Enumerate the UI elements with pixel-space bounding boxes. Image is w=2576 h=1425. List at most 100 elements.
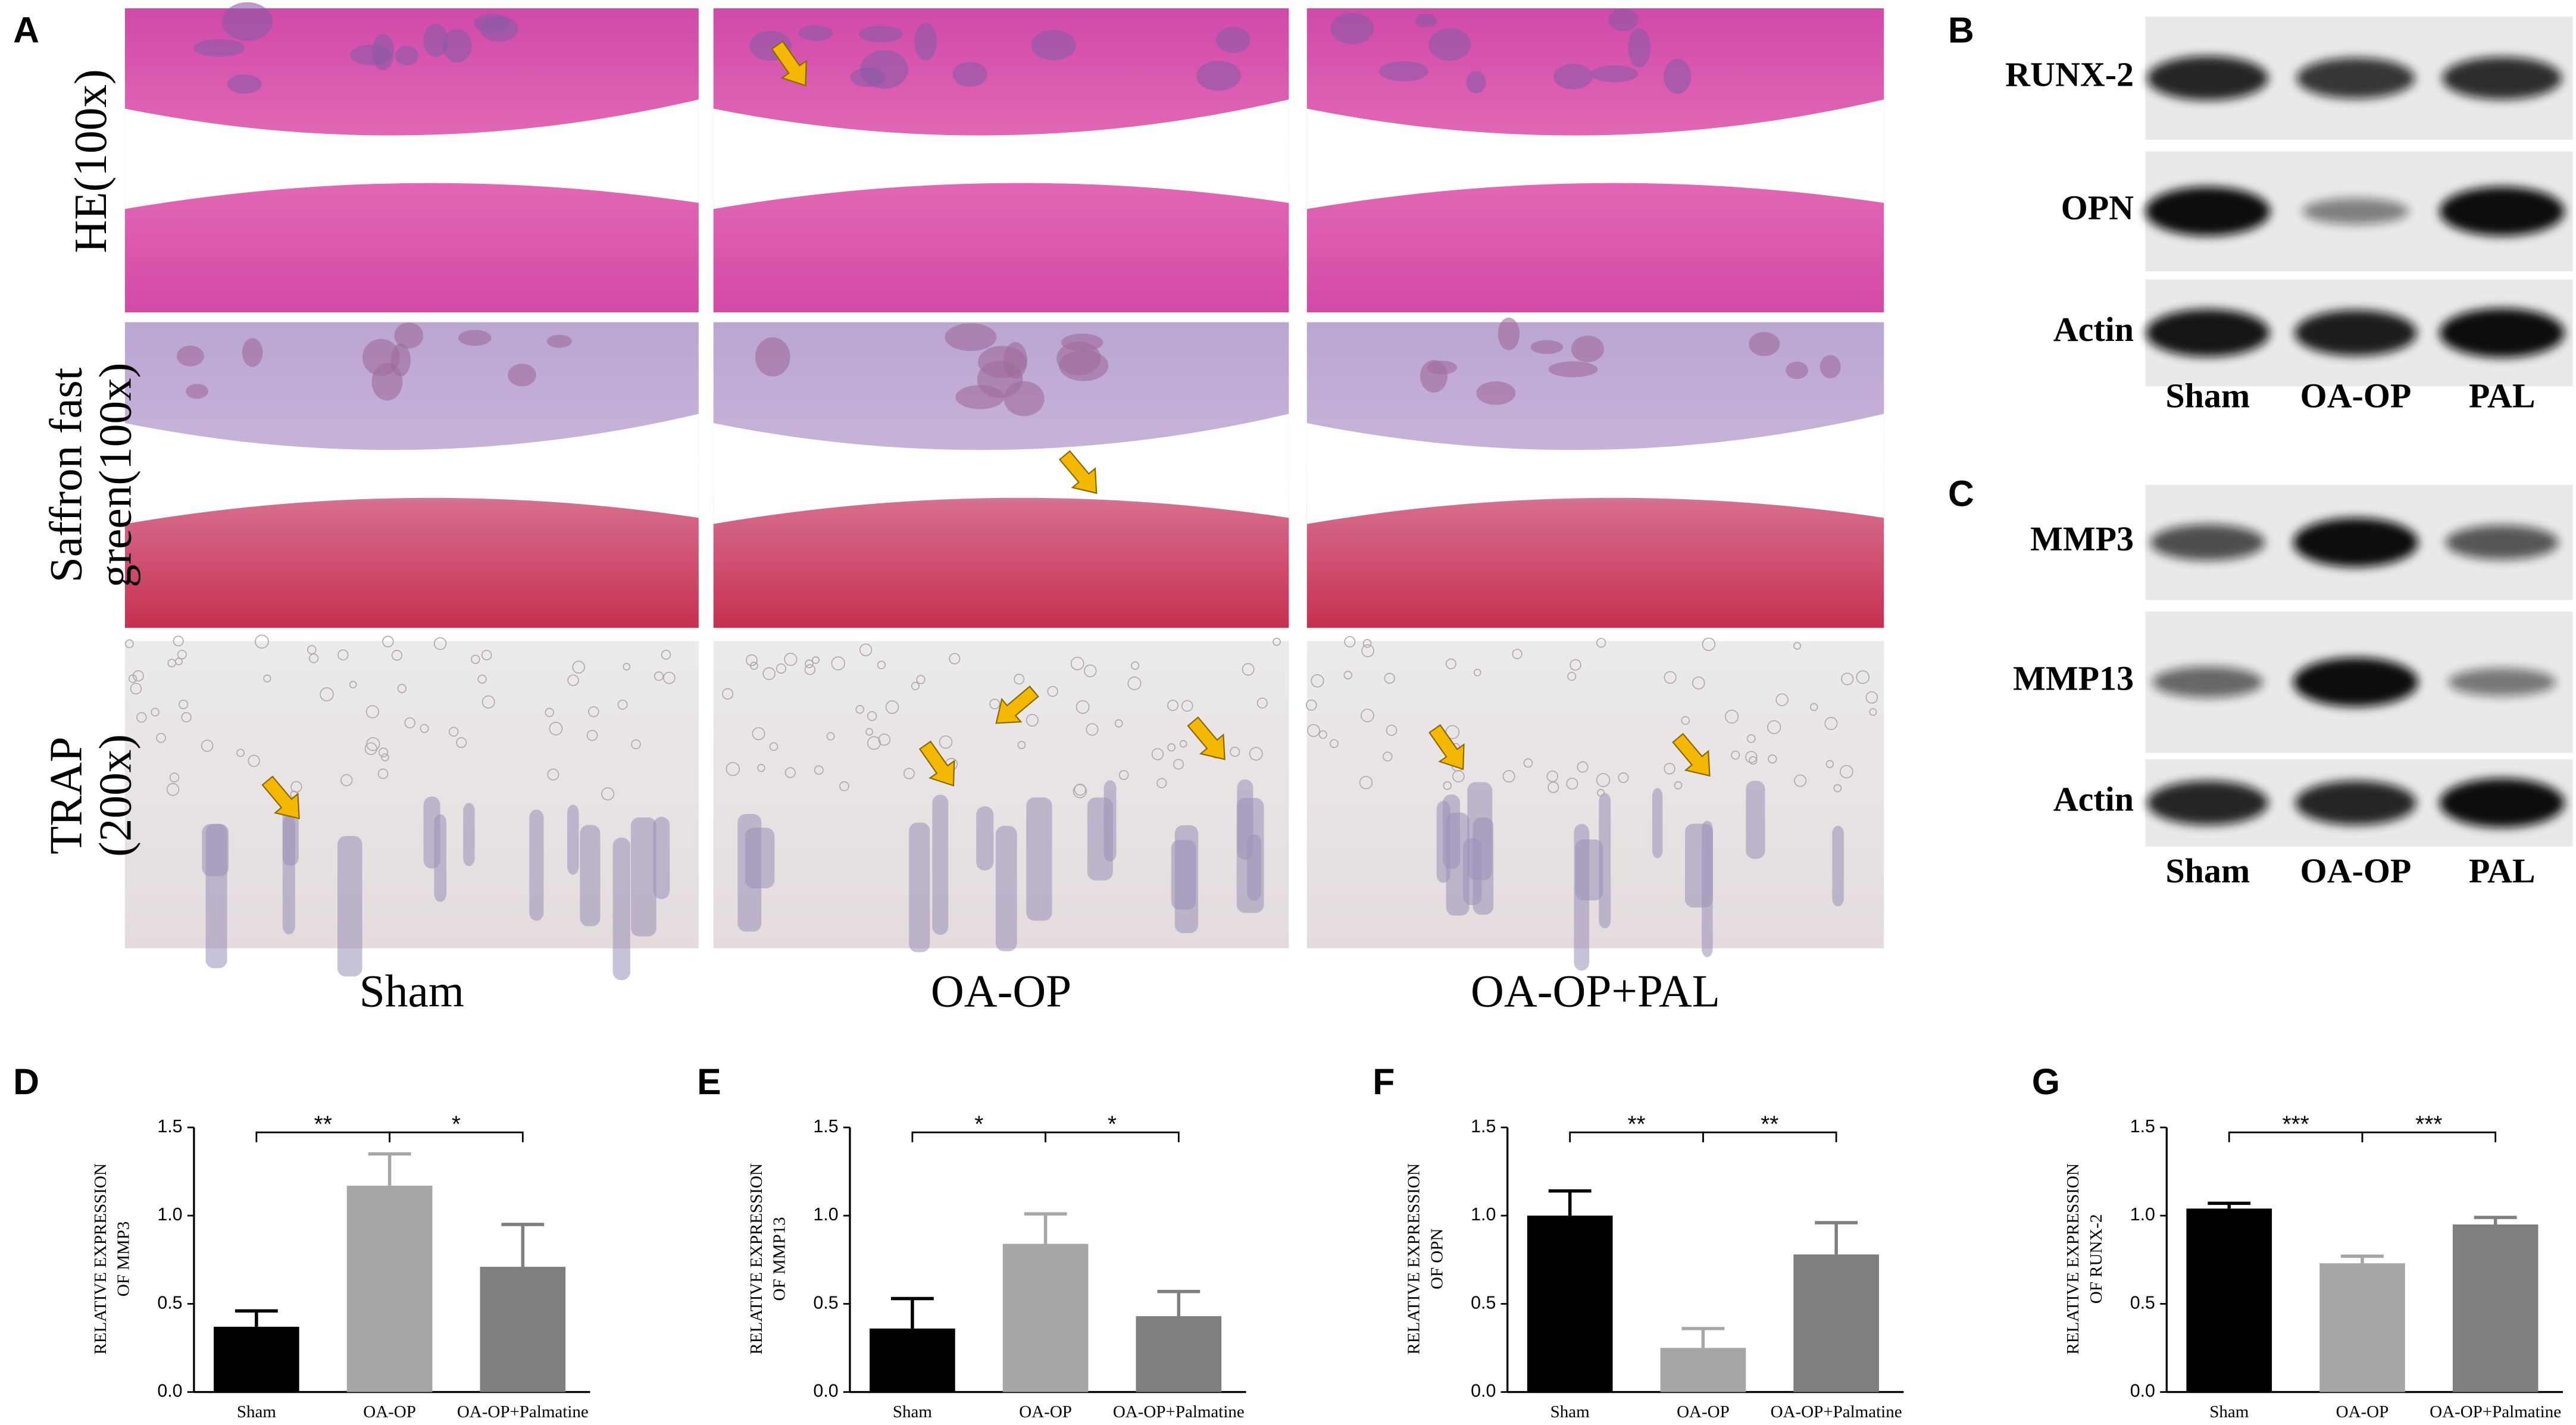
arrow-shape — [918, 740, 955, 787]
cell — [1307, 724, 1320, 737]
bar — [2452, 1224, 2539, 1392]
significance-label: * — [974, 1111, 983, 1137]
panel-label: B — [1948, 10, 1974, 50]
tissue-blob — [798, 25, 833, 41]
blot-band — [2293, 518, 2418, 568]
significance-bracket — [389, 1131, 524, 1142]
cell — [397, 684, 407, 693]
cell — [1702, 637, 1716, 652]
y-tick-label: 0.0 — [813, 1381, 838, 1401]
significance-label: ** — [1627, 1111, 1645, 1137]
blot-row-label: OPN — [2061, 188, 2134, 227]
cell — [757, 763, 765, 772]
x-tick-label: OA-OP+Palmatine — [2430, 1402, 2561, 1421]
marrow-streak — [1599, 793, 1611, 929]
cell — [169, 772, 180, 783]
marrow-streak — [1832, 825, 1844, 907]
bar — [1660, 1348, 1746, 1392]
cell — [654, 671, 664, 681]
marrow-streak — [1026, 797, 1052, 921]
cell — [1523, 758, 1533, 768]
cell — [366, 737, 380, 751]
cell — [340, 774, 353, 787]
cell — [722, 688, 734, 700]
cell — [1017, 741, 1026, 749]
cell — [1566, 778, 1578, 790]
y-tick-label: 1.5 — [2130, 1116, 2155, 1136]
tissue-blob — [1749, 332, 1780, 356]
cell — [481, 650, 492, 660]
cell — [1725, 709, 1739, 724]
cell — [364, 742, 377, 755]
cell — [1840, 765, 1853, 779]
cell — [128, 674, 137, 683]
cell — [308, 653, 319, 663]
marrow-streak — [1746, 781, 1765, 859]
cell — [769, 742, 779, 751]
tissue-blob — [349, 45, 392, 65]
cell — [1512, 649, 1523, 659]
cell — [916, 675, 926, 684]
y-tick-label: 0.5 — [1471, 1292, 1496, 1313]
tissue-blob — [458, 330, 492, 346]
tissue-blob — [186, 384, 208, 399]
row-label: green(100x) — [89, 362, 140, 587]
blot-row-label: Actin — [2053, 310, 2134, 349]
panel-label: E — [697, 1061, 721, 1102]
cell — [132, 670, 144, 682]
bar — [1527, 1216, 1613, 1392]
cell — [382, 635, 394, 648]
cell — [586, 729, 598, 741]
joint-space — [1306, 99, 1884, 209]
tissue-blob — [227, 74, 262, 94]
cell — [1664, 763, 1675, 775]
cell — [1824, 716, 1838, 730]
cell — [784, 767, 796, 778]
tissue-blob — [1590, 65, 1639, 83]
blot-row-label: MMP3 — [2030, 519, 2134, 558]
tissue-blob — [858, 26, 904, 43]
cell — [746, 654, 758, 666]
cell — [784, 653, 798, 666]
cell — [949, 653, 961, 665]
blot-lane-label: PAL — [2469, 851, 2536, 890]
significance-bracket — [1045, 1131, 1180, 1142]
blot-lane-label: OA-OP — [2300, 851, 2411, 890]
arrow — [918, 740, 955, 787]
tissue-blob — [480, 15, 518, 42]
cell — [151, 707, 160, 717]
cell — [1014, 674, 1025, 685]
marrow-streak — [1174, 825, 1199, 934]
bar — [2319, 1263, 2405, 1392]
y-tick-label: 0.5 — [813, 1292, 838, 1313]
cell — [1179, 740, 1187, 748]
cell — [1173, 759, 1184, 770]
cell — [1343, 671, 1352, 679]
cell — [1452, 770, 1465, 782]
tissue-blob — [755, 337, 790, 377]
marrow-streak — [630, 817, 656, 937]
marrow-streak — [612, 837, 630, 981]
cell — [1869, 708, 1877, 716]
tissue-blob — [1530, 340, 1564, 355]
cell — [173, 635, 184, 647]
blot-band — [2439, 778, 2565, 828]
column-label: Sham — [359, 966, 464, 1017]
tissue-blob — [1664, 58, 1692, 94]
cell — [1230, 747, 1240, 757]
tissue-blob — [978, 346, 1027, 378]
y-axis-label: OF MMP13 — [770, 1217, 789, 1301]
blot-band — [2296, 57, 2415, 99]
cell — [831, 656, 845, 671]
marrow-streak — [653, 816, 670, 900]
blot-band — [2147, 781, 2268, 825]
bar — [870, 1328, 955, 1392]
tissue-blob — [945, 323, 997, 351]
cell — [433, 637, 447, 650]
significance-label: *** — [2283, 1111, 2309, 1137]
cell — [1318, 730, 1327, 739]
cell — [471, 654, 480, 664]
y-tick-label: 1.0 — [1471, 1204, 1496, 1224]
blot-band — [2294, 309, 2417, 356]
cell — [877, 660, 886, 669]
